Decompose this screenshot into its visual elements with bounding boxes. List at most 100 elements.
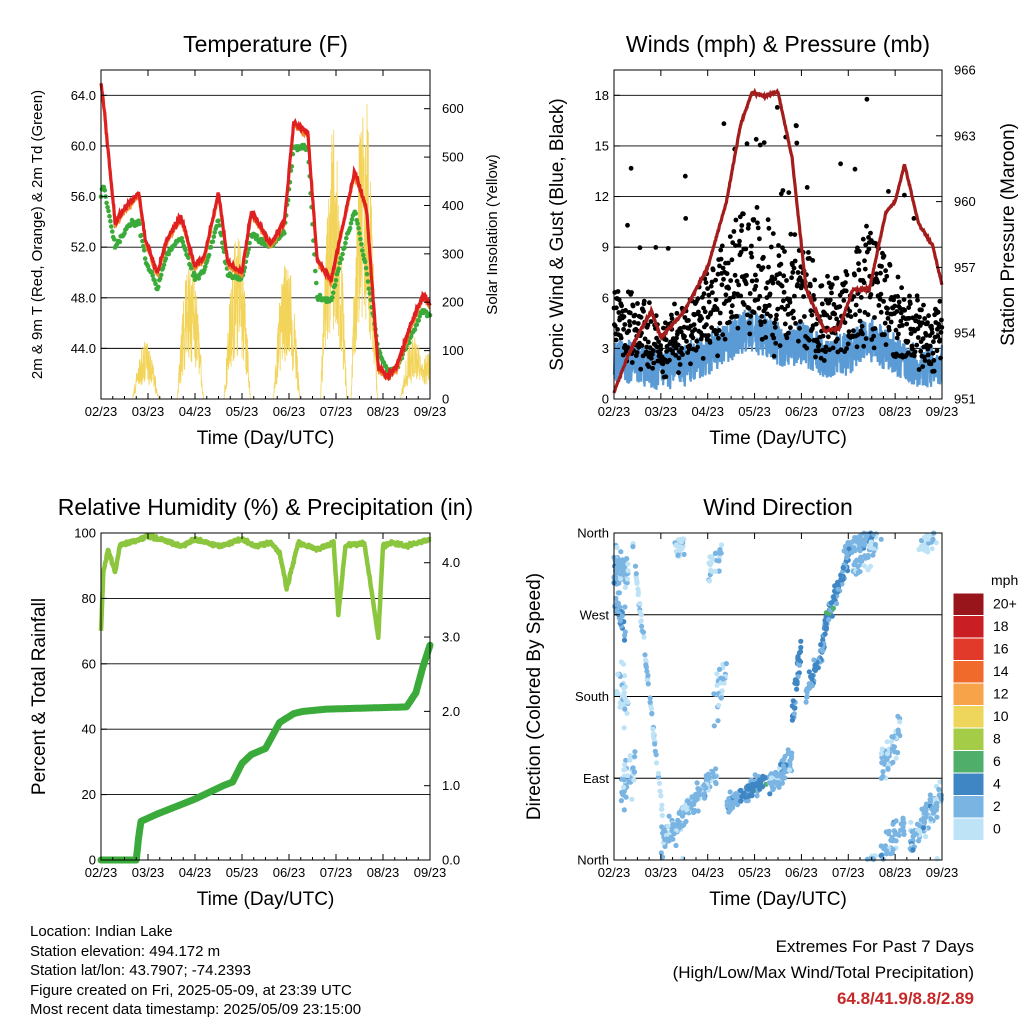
gust-point [686,318,691,323]
dewpoint-point [364,271,370,277]
gust-point [717,320,723,326]
gust-point [684,338,689,344]
wind-direction-point [749,782,755,788]
gust-point [753,272,758,278]
dewpoint-point [359,242,364,247]
wind-direction-point [621,637,628,643]
created-text: Figure created on Fri, 2025-05-09, at 23… [30,981,352,999]
gust-point [825,273,830,279]
gust-point [904,321,910,327]
gust-point [722,336,728,342]
wind-direction-point [782,775,788,781]
gust-point [678,329,684,335]
wind-direction-point [639,623,645,629]
wind-direction-point [674,822,680,828]
gust-point [734,278,740,284]
gust-point [872,315,877,320]
gust-point [627,322,633,328]
wind-direction-point [867,563,874,569]
wind-direction-point [809,683,816,689]
wind-direction-point [694,795,700,802]
wind-direction-point [872,541,879,548]
gust-point [658,343,663,348]
wind-direction-point [703,785,709,791]
extremes-values: 64.8/41.9/8.8/2.89 [836,989,974,1008]
wind-direction-point [706,578,713,584]
wind-direction-point [759,784,766,790]
gust-point [766,303,772,308]
wind-direction-point [908,819,914,825]
dewpoint-point [332,282,338,288]
wind-direction-point [853,535,860,541]
gust-point [886,327,892,333]
gust-point [759,336,765,342]
gust-point [872,326,878,331]
gust-point [756,263,761,269]
colorbar-label: 14 [993,663,1009,679]
gust-point [797,325,802,331]
wind-direction-point [754,783,761,789]
gust-point [790,270,796,275]
gust-point [708,283,714,289]
dewpoint-point [102,188,108,193]
gust-point [632,312,638,318]
wind-direction-point [898,821,904,827]
gust-point [838,347,844,353]
y-tick-label: North [577,526,609,541]
gust-point [744,141,750,147]
wind-direction-point [613,595,619,602]
wind-direction-point [768,775,775,781]
wind-direction-point [631,777,637,783]
wind-direction-point [820,648,826,654]
wind-direction-point [615,590,621,596]
x-axis-label: Time (Day/UTC) [197,428,335,449]
gust-point [691,322,697,327]
gust-point [806,250,811,255]
gust-point [686,346,692,352]
wind-direction-point [809,676,815,682]
wind-direction-point [716,666,723,673]
dewpoint-point [317,292,323,298]
y-tick-label: 0 [89,853,96,868]
gust-point [868,230,873,236]
wind-direction-point [645,672,651,679]
wind-direction-point [618,576,624,582]
wind-direction-point [715,718,721,724]
dewpoint-point [358,236,363,242]
gust-point [788,325,793,330]
dewpoint-point [203,264,208,270]
gust-point [809,312,815,318]
wind-direction-point [936,786,942,793]
wind-direction-point [665,823,671,829]
gust-point [777,343,783,348]
gust-point [739,228,744,234]
wind-direction-point [645,681,651,687]
wind-direction-point [855,563,861,569]
gust-point [625,345,631,350]
dewpoint-point [408,334,414,339]
gust-point [757,293,763,299]
gust-point [861,343,867,349]
wind-direction-point [857,533,864,539]
dewpoint-point [217,223,222,228]
gust-point [663,337,669,343]
gust-point [745,225,751,231]
gust-point [919,307,924,313]
gust-point [934,348,940,354]
gust-point [771,353,777,359]
gust-point [694,338,700,344]
gust-point [919,320,925,326]
gust-point [896,299,902,305]
gust-point [866,235,871,240]
gust-point [616,297,622,303]
wind-direction-point [835,586,841,592]
gust-point [754,278,759,283]
gust-point [878,291,884,297]
gust-point [615,327,620,332]
wind-direction-point [937,779,943,785]
gust-point [772,320,777,326]
wind-direction-point [713,766,719,772]
gust-point [744,273,749,278]
gust-point [688,361,693,367]
wind-direction-point [812,667,819,674]
